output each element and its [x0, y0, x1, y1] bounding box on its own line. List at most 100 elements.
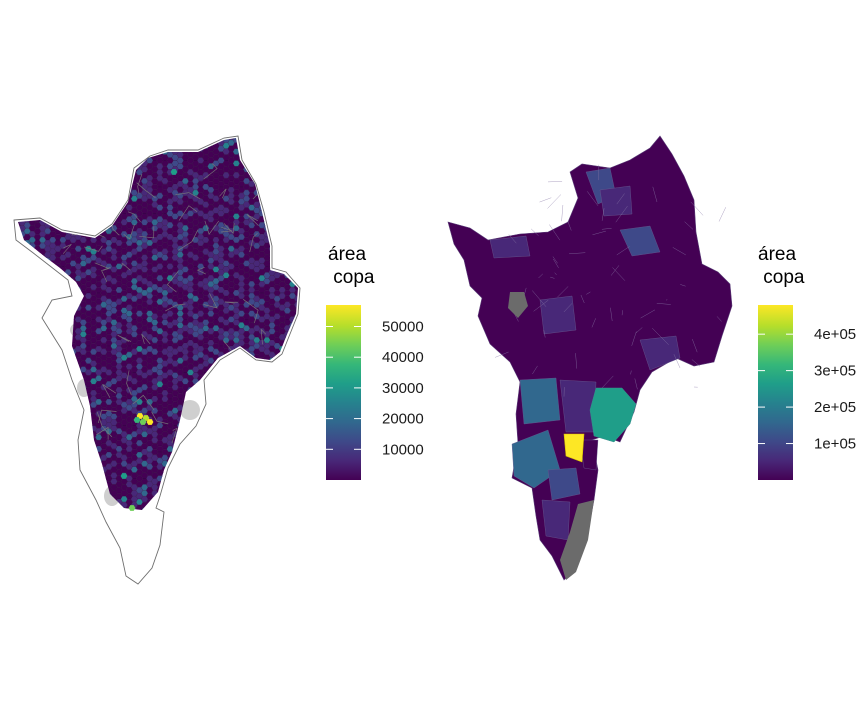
hexbin-cell [54, 163, 62, 170]
hexbin-cell [18, 310, 21, 317]
hexbin-cell [18, 139, 21, 146]
hexbin-cell [182, 573, 189, 579]
hexbin-cell [187, 582, 194, 588]
hexbin-cell [100, 195, 108, 202]
hexbin-cell [116, 588, 123, 594]
hexbin-cell [238, 540, 245, 546]
hexbin-cell [28, 390, 36, 397]
hexbin-cell [166, 139, 174, 146]
hexbin-cell [135, 139, 144, 146]
hexbin-cell [197, 457, 205, 464]
hexbin-cell [74, 138, 82, 141]
hexbin-cell [54, 445, 62, 453]
hexbin-cell [116, 558, 123, 564]
hexbin-cell [90, 219, 98, 226]
hexbin-cell [299, 175, 306, 181]
hexbin-cell [288, 251, 297, 258]
hexbin-cell [24, 588, 31, 594]
hexbin-cell [69, 189, 77, 196]
hexbin-cell [44, 410, 52, 417]
hexbin-cell [243, 526, 250, 532]
hexbin-cell [304, 355, 311, 361]
hexbin-cell [243, 478, 251, 485]
hexbin-cell [44, 511, 51, 517]
hexbin-cell [167, 552, 174, 558]
hexbin-cell [278, 369, 286, 376]
hexbin-cell [100, 213, 108, 220]
hexbin-cell [18, 357, 21, 364]
hexbin-cell [18, 490, 26, 497]
hexbin-cell [9, 567, 16, 573]
hexbin-cell [202, 490, 210, 497]
hexbin-cell [69, 183, 77, 191]
hexbin-cell [9, 367, 16, 373]
hexbin-cell [299, 346, 306, 352]
hexbin-cell [237, 457, 246, 464]
hexbin-cell [304, 278, 311, 284]
hexbin-cell [65, 535, 72, 541]
hexbin-cell [208, 523, 215, 529]
hexbin-cell [212, 401, 220, 408]
hexbin-cell [197, 570, 204, 576]
hexbin-cell [28, 301, 36, 308]
hexbin-cell [9, 149, 16, 155]
hexbin-cell [9, 514, 16, 520]
hexbin-cell [55, 582, 62, 588]
hexbin-cell [274, 590, 281, 596]
hexbin-cell [304, 367, 311, 373]
hexbin-cell [64, 487, 72, 494]
hexbin-cell [23, 404, 31, 411]
hexbin-cell [74, 475, 82, 482]
hexbin-cell [207, 434, 215, 441]
hexbin-cell [227, 428, 235, 435]
hexbin-cell [237, 498, 246, 506]
hexbin-cell [232, 390, 240, 397]
hexbin-cell [18, 301, 26, 308]
hexbin-cell [44, 493, 52, 500]
hexbin-cell [44, 387, 52, 394]
hexbin-cell [95, 204, 103, 211]
hexbin-cell [39, 419, 47, 426]
hexbin-cell [202, 138, 210, 143]
hexbin-cell [39, 148, 47, 155]
hexbin-cell [264, 537, 271, 543]
hexbin-cell [304, 520, 311, 526]
hexbin-cell [299, 199, 306, 205]
hexbin-cell [299, 523, 306, 529]
hexbin-cell [253, 579, 260, 585]
hexbin-cell [212, 437, 220, 444]
hexbin-cell [166, 493, 174, 500]
hexbin-cell [80, 543, 87, 549]
hexbin-cell [19, 590, 26, 596]
hexbin-cell [9, 343, 16, 349]
hexbin-cell [18, 463, 21, 470]
hexbin-cell [84, 498, 93, 506]
hexbin-cell [202, 460, 210, 467]
hexbin-cell [18, 157, 21, 164]
hexbin-cell [121, 579, 128, 585]
hexbin-cell [197, 463, 205, 470]
hexbin-cell [299, 234, 306, 240]
hexbin-cell [283, 431, 291, 438]
hexbin-cell [54, 451, 62, 459]
hexbin-cell [106, 552, 113, 558]
right-legend-colorbar [758, 305, 793, 480]
hexbin-cell [259, 540, 266, 546]
hexbin-cell [9, 355, 16, 361]
hexbin-cell [232, 454, 240, 461]
hexbin-cell [299, 181, 306, 187]
hexbin-cell [197, 504, 205, 510]
hexbin-cell [304, 166, 311, 172]
hexbin-cell [304, 131, 311, 137]
hexbin-cell [49, 278, 57, 285]
hexbin-cell [28, 148, 36, 155]
hexbin-cell [75, 582, 82, 588]
hexbin-cell [172, 520, 179, 526]
hexbin-cell [268, 410, 276, 417]
hexbin-cell [253, 454, 261, 461]
hexbin-cell [218, 540, 225, 546]
hexbin-cell [18, 345, 21, 353]
hexbin-cell [243, 131, 250, 137]
hexbin-cell [39, 484, 47, 491]
hexbin-cell [120, 172, 128, 179]
